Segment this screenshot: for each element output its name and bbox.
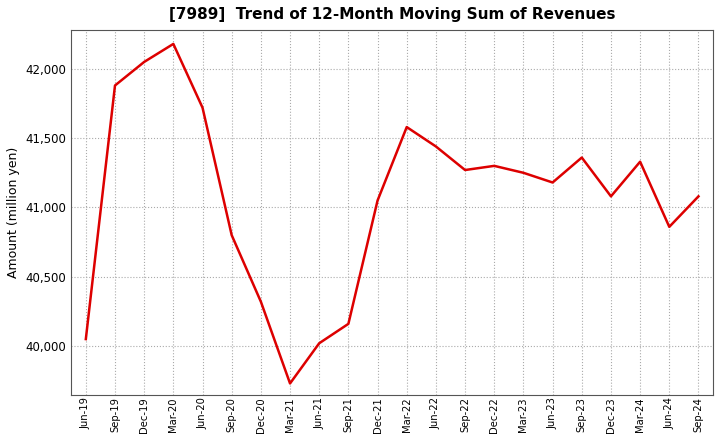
Title: [7989]  Trend of 12-Month Moving Sum of Revenues: [7989] Trend of 12-Month Moving Sum of R…: [169, 7, 616, 22]
Y-axis label: Amount (million yen): Amount (million yen): [7, 147, 20, 278]
